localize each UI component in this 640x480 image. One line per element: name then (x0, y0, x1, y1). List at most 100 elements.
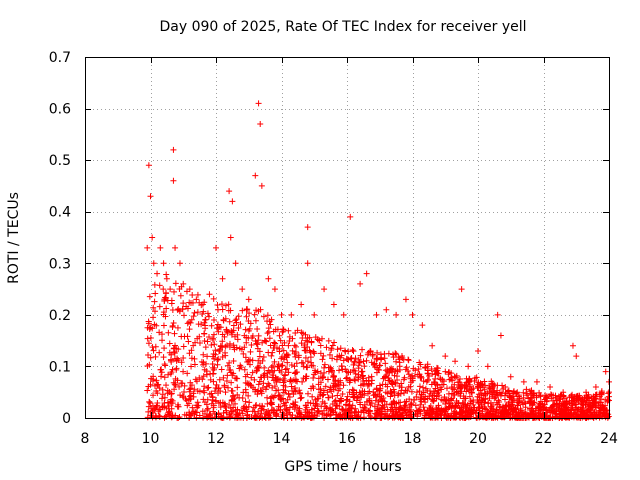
roti-peak-point (239, 286, 246, 293)
roti-point (252, 317, 259, 324)
roti-point (334, 392, 341, 399)
roti-point (331, 339, 338, 346)
roti-point (161, 297, 168, 304)
roti-point (181, 411, 188, 418)
roti-point (267, 400, 274, 407)
roti-point (474, 384, 481, 391)
roti-point (544, 409, 551, 416)
roti-point (196, 412, 203, 419)
roti-point (280, 347, 287, 354)
roti-point (329, 342, 336, 349)
roti-point (345, 407, 352, 414)
roti-point (328, 347, 335, 354)
roti-point (204, 384, 211, 391)
roti-peak-point (199, 301, 206, 308)
roti-point (337, 395, 344, 402)
roti-point (161, 374, 168, 381)
roti-point (260, 313, 267, 320)
roti-peak-point (347, 213, 354, 220)
roti-point (350, 361, 357, 368)
roti-point (605, 390, 612, 397)
roti-point (196, 374, 203, 381)
roti-peak-point (170, 177, 177, 184)
roti-point (366, 412, 373, 419)
roti-point (202, 344, 209, 351)
roti-point (153, 377, 160, 384)
roti-point (583, 412, 590, 419)
roti-point (230, 392, 237, 399)
roti-point (226, 318, 233, 325)
roti-point (221, 384, 228, 391)
roti-point (239, 307, 246, 314)
roti-point (371, 403, 378, 410)
roti-point (605, 389, 612, 396)
roti-point (252, 414, 259, 421)
roti-peak-point (442, 353, 449, 360)
roti-point (426, 404, 433, 411)
roti-peak-point (602, 368, 609, 375)
roti-point (353, 397, 360, 404)
roti-point (200, 373, 207, 380)
roti-point (206, 334, 213, 341)
roti-point (337, 414, 344, 421)
roti-point (450, 409, 457, 416)
roti-point (285, 391, 292, 398)
roti-point (418, 391, 425, 398)
roti-point (222, 404, 229, 411)
grid (85, 57, 609, 418)
roti-point (289, 412, 296, 419)
roti-point (360, 375, 367, 382)
roti-point (240, 350, 247, 357)
roti-point (234, 406, 241, 413)
roti-point (506, 414, 513, 421)
roti-point (144, 362, 151, 369)
roti-point (255, 387, 262, 394)
roti-point (292, 349, 299, 356)
roti-point (282, 383, 289, 390)
roti-point (212, 414, 219, 421)
roti-point (219, 306, 226, 313)
roti-point (234, 414, 241, 421)
roti-point (271, 358, 278, 365)
roti-point (571, 398, 578, 405)
roti-point (299, 378, 306, 385)
roti-point (588, 405, 595, 412)
roti-peak-point (186, 286, 193, 293)
roti-point (373, 386, 380, 393)
roti-point (215, 400, 222, 407)
roti-point (396, 382, 403, 389)
roti-point (376, 392, 383, 399)
roti-point (279, 342, 286, 349)
roti-point (240, 404, 247, 411)
roti-point (278, 362, 285, 369)
roti-point (473, 374, 480, 381)
roti-point (218, 366, 225, 373)
roti-point (199, 408, 206, 415)
roti-point (291, 342, 298, 349)
roti-point (260, 353, 267, 360)
roti-point (493, 399, 500, 406)
roti-point (535, 409, 542, 416)
roti-point (437, 376, 444, 383)
roti-point (271, 383, 278, 390)
roti-point (212, 351, 219, 358)
roti-point (542, 404, 549, 411)
roti-point (336, 385, 343, 392)
roti-peak-point (213, 244, 219, 251)
roti-point (491, 395, 498, 402)
y-tick-label: 0.1 (49, 359, 71, 375)
roti-point (268, 399, 275, 406)
roti-point (383, 372, 390, 379)
roti-point (592, 395, 599, 402)
roti-point (183, 303, 190, 310)
roti-point (233, 411, 240, 418)
roti-point (591, 399, 598, 406)
roti-point (230, 404, 237, 411)
roti-point (264, 400, 271, 407)
roti-point (201, 330, 208, 337)
roti-point (499, 410, 506, 417)
roti-point (231, 344, 238, 351)
roti-point (460, 393, 467, 400)
roti-point (278, 368, 285, 375)
